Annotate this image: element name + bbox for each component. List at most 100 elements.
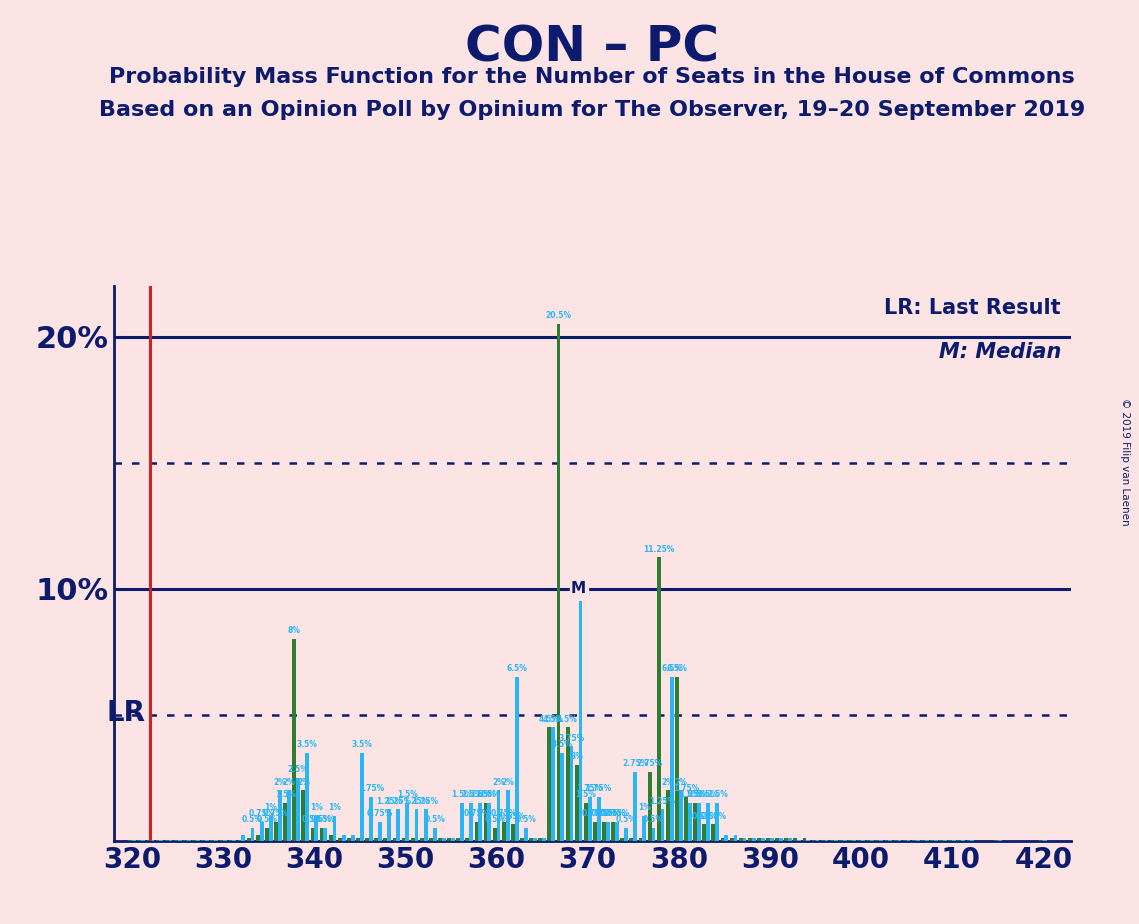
Text: 2%: 2%	[662, 778, 674, 786]
Bar	[147, 840, 150, 841]
Text: 0.75%: 0.75%	[582, 809, 608, 818]
Text: M: M	[571, 581, 587, 596]
Text: 0.5%: 0.5%	[311, 816, 331, 824]
Text: 0.75%: 0.75%	[464, 809, 490, 818]
Bar	[843, 840, 846, 841]
Bar	[251, 828, 254, 841]
Bar	[806, 840, 810, 841]
Bar	[630, 838, 633, 841]
Bar	[515, 677, 518, 841]
Text: 11.25%: 11.25%	[644, 544, 674, 553]
Bar	[557, 324, 560, 841]
Text: 1%: 1%	[328, 803, 341, 812]
Bar	[433, 828, 436, 841]
Bar	[223, 840, 227, 841]
Bar	[621, 838, 624, 841]
Text: 1.75%: 1.75%	[358, 784, 384, 793]
Bar	[903, 840, 907, 841]
Text: 6.5%: 6.5%	[662, 664, 682, 674]
Bar	[712, 824, 715, 841]
Bar	[697, 803, 700, 841]
Bar	[141, 840, 145, 841]
Bar	[229, 840, 232, 841]
Bar	[648, 772, 652, 841]
Bar	[575, 765, 579, 841]
Bar	[739, 838, 743, 841]
Bar	[393, 838, 396, 841]
Text: 2%: 2%	[297, 778, 310, 786]
Bar	[296, 778, 300, 841]
Text: 0.5%: 0.5%	[484, 816, 505, 824]
Bar	[329, 834, 333, 841]
Bar	[211, 840, 214, 841]
Bar	[894, 840, 898, 841]
Bar	[867, 840, 870, 841]
Text: 2%: 2%	[674, 778, 687, 786]
Text: 0.65%: 0.65%	[691, 811, 718, 821]
Text: © 2019 Filip van Laenen: © 2019 Filip van Laenen	[1120, 398, 1130, 526]
Bar	[940, 840, 943, 841]
Bar	[588, 796, 591, 841]
Text: 0.75%: 0.75%	[491, 809, 517, 818]
Text: 1.5%: 1.5%	[698, 790, 719, 799]
Bar	[524, 828, 527, 841]
Bar	[912, 840, 916, 841]
Bar	[767, 838, 770, 841]
Bar	[688, 803, 691, 841]
Bar	[265, 828, 269, 841]
Bar	[384, 838, 387, 841]
Text: 0.65%: 0.65%	[500, 811, 526, 821]
Text: 1.75%: 1.75%	[576, 784, 603, 793]
Bar	[274, 822, 278, 841]
Bar	[858, 840, 861, 841]
Bar	[548, 727, 551, 841]
Bar	[284, 803, 287, 841]
Text: 0.75%: 0.75%	[604, 809, 630, 818]
Text: 1.5%: 1.5%	[689, 790, 710, 799]
Bar	[652, 828, 655, 841]
Bar	[925, 840, 928, 841]
Bar	[129, 840, 132, 841]
Text: 1.5%: 1.5%	[480, 790, 500, 799]
Text: 4.5%: 4.5%	[543, 714, 564, 723]
Text: 1.5%: 1.5%	[680, 790, 700, 799]
Bar	[457, 838, 460, 841]
Text: 2.75%: 2.75%	[637, 759, 663, 768]
Text: 4.5%: 4.5%	[539, 714, 559, 723]
Bar	[921, 840, 925, 841]
Bar	[834, 840, 837, 841]
Bar	[743, 838, 746, 841]
Text: 1.5%: 1.5%	[470, 790, 491, 799]
Text: 0.5%: 0.5%	[644, 816, 664, 824]
Bar	[825, 840, 828, 841]
Text: 1.25%: 1.25%	[403, 796, 429, 806]
Bar	[138, 840, 141, 841]
Text: 1.75%: 1.75%	[673, 784, 699, 793]
Bar	[998, 840, 1001, 841]
Bar	[174, 840, 178, 841]
Bar	[642, 816, 646, 841]
Text: 6.5%: 6.5%	[666, 664, 687, 674]
Bar	[165, 840, 169, 841]
Text: 0.75%: 0.75%	[595, 809, 621, 818]
Bar	[533, 838, 536, 841]
Bar	[1040, 840, 1043, 841]
Text: 20.5%: 20.5%	[546, 311, 572, 321]
Text: 0.5%: 0.5%	[516, 816, 536, 824]
Bar	[724, 834, 728, 841]
Bar	[475, 822, 478, 841]
Bar	[493, 828, 497, 841]
Bar	[187, 840, 190, 841]
Bar	[794, 838, 797, 841]
Bar	[402, 838, 405, 841]
Text: 0.75%: 0.75%	[367, 809, 393, 818]
Bar	[685, 796, 688, 841]
Text: 6.5%: 6.5%	[507, 664, 527, 674]
Bar	[511, 824, 515, 841]
Bar	[888, 840, 892, 841]
Text: 3.5%: 3.5%	[297, 740, 318, 748]
Text: 1.25%: 1.25%	[376, 796, 402, 806]
Bar	[734, 834, 737, 841]
Bar	[961, 840, 965, 841]
Bar	[779, 838, 782, 841]
